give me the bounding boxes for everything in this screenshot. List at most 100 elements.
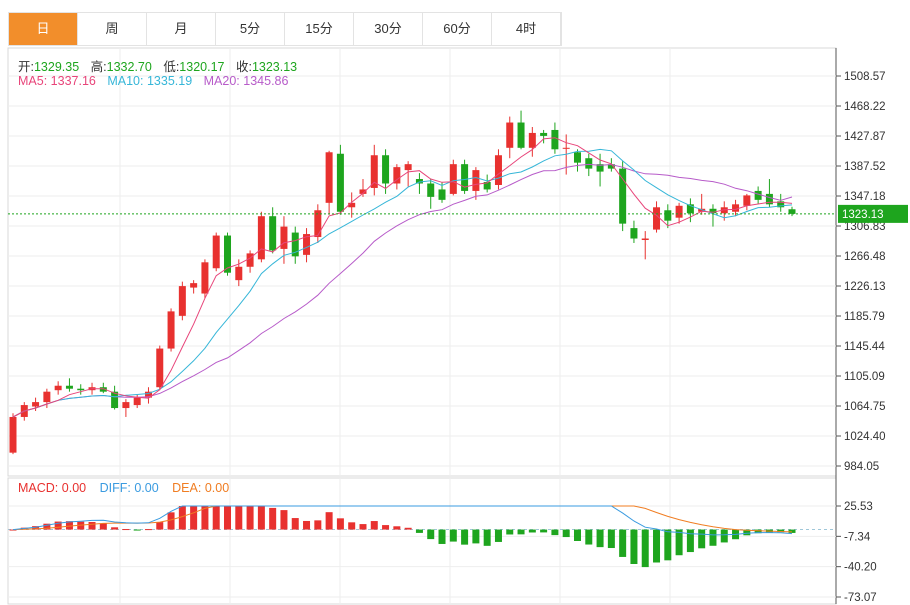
candle-body <box>224 235 232 273</box>
candle-body <box>607 164 615 169</box>
close-label: 收: <box>235 60 252 74</box>
tab-6[interactable]: 60分 <box>423 13 492 45</box>
tab-7[interactable]: 4时 <box>492 13 561 45</box>
candle-body <box>517 122 525 148</box>
candle-body <box>201 262 209 294</box>
candle-body <box>528 132 536 148</box>
candle-body <box>415 179 423 184</box>
ma10-label: MA10: <box>107 74 144 88</box>
price-tick-label: 1145.44 <box>844 341 885 353</box>
candle-body <box>472 170 480 191</box>
price-tick-label: 1226.13 <box>844 281 886 293</box>
macd-bar <box>404 527 412 530</box>
ma20-value: 1345.86 <box>243 74 289 88</box>
macd-bar <box>122 529 130 531</box>
candle-body <box>246 253 254 267</box>
price-tick-label: 1105.09 <box>844 371 885 383</box>
tab-0[interactable]: 日 <box>9 13 78 45</box>
tab-1[interactable]: 周 <box>78 13 147 45</box>
candle-body <box>483 182 491 190</box>
price-tick-label: 1427.87 <box>844 131 886 143</box>
macd-bar <box>65 521 73 530</box>
price-tick-label: 1024.40 <box>844 431 886 443</box>
macd-bar <box>190 506 198 530</box>
macd-bar <box>291 518 299 530</box>
macd-bar <box>754 529 762 534</box>
candle-body <box>562 147 570 149</box>
macd-bar <box>494 529 502 542</box>
macd-tick-label: 25.53 <box>844 501 873 513</box>
price-tick-label: 1064.75 <box>844 401 886 413</box>
candle-body <box>619 168 627 224</box>
candle-body <box>280 226 288 249</box>
macd-bar <box>777 529 785 533</box>
macd-bar <box>167 512 175 530</box>
candle-body <box>257 216 265 260</box>
close-value: 1323.13 <box>251 60 298 74</box>
low-label: 低: <box>163 60 180 74</box>
price-tick-label: 1185.79 <box>844 311 885 323</box>
period-tabs: 日周月 5分 15分 30分 60分 4时 <box>8 12 562 46</box>
macd-bar <box>257 506 265 530</box>
macd-bar <box>698 529 706 549</box>
macd-bar <box>9 529 17 531</box>
price-tick-label: 984.05 <box>844 461 879 473</box>
last-price-label: 1323.13 <box>842 209 884 221</box>
macd-bar <box>325 512 333 530</box>
macd-bar <box>562 529 570 538</box>
macd-bar <box>461 529 469 545</box>
tab-5[interactable]: 30分 <box>354 13 423 45</box>
main-panel-frame <box>7 47 837 477</box>
candle-body <box>427 183 435 197</box>
macd-bar <box>99 523 107 530</box>
macd-bar <box>517 529 525 535</box>
macd-bar <box>393 526 401 530</box>
open-value: 1329.35 <box>33 60 80 74</box>
candle-body <box>303 234 311 255</box>
candle-body <box>133 397 141 406</box>
macd-bar <box>427 529 435 540</box>
tab-2[interactable]: 月 <box>147 13 216 45</box>
macd-bar <box>178 506 186 530</box>
macd-bar <box>641 529 649 568</box>
macd-tick-label: -73.07 <box>844 592 877 604</box>
ma20-label: MA20: <box>203 74 240 88</box>
macd-bar <box>88 521 96 530</box>
candle-body <box>686 204 694 214</box>
macd-bar <box>743 529 751 536</box>
candle-body <box>709 208 717 214</box>
macd-bar <box>720 529 728 543</box>
candle-body <box>111 391 119 409</box>
candle-body <box>585 158 593 169</box>
macd-bar <box>449 529 457 542</box>
candle-body <box>269 216 277 251</box>
candle-body <box>235 266 243 281</box>
candle-body <box>65 385 73 389</box>
diff-line <box>12 505 793 536</box>
ohlc-readout: 开:1329.35 高:1332.70 低:1320.17 收:1323.13 <box>18 56 297 75</box>
macd-bar <box>585 529 593 545</box>
candle-body <box>461 164 469 191</box>
macd-bar <box>111 527 119 530</box>
candle-body <box>494 155 502 185</box>
macd-bar <box>336 518 344 530</box>
macd-value: 0.00 <box>61 481 87 495</box>
candle-body <box>720 207 728 214</box>
macd-bar <box>303 520 311 530</box>
ma10-value: 1335.19 <box>146 74 193 88</box>
macd-bar <box>246 506 254 530</box>
macd-bar <box>235 506 243 530</box>
candle-body <box>404 164 412 171</box>
macd-bar <box>619 529 627 557</box>
candle-body <box>449 164 457 194</box>
macd-bar <box>472 529 480 544</box>
macd-bar <box>506 529 514 535</box>
price-tick-label: 1347.18 <box>844 191 886 203</box>
price-tick-label: 1387.52 <box>844 161 886 173</box>
candle-body <box>325 152 333 203</box>
tab-3[interactable]: 5分 <box>216 13 285 45</box>
tab-4[interactable]: 15分 <box>285 13 354 45</box>
last-price-box <box>838 204 908 223</box>
macd-bar <box>788 529 796 533</box>
candle-body <box>653 207 661 230</box>
